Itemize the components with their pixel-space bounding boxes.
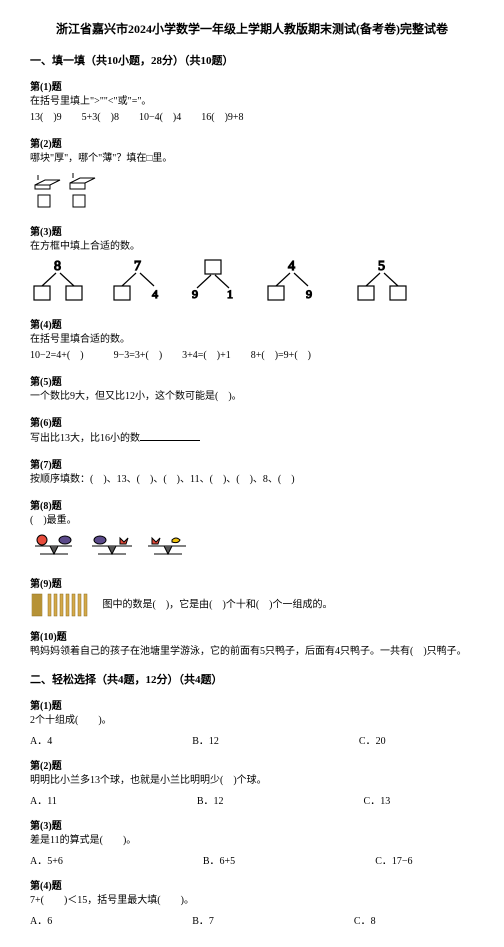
n2-text: 7 [134, 259, 141, 274]
n7-text: 4 [288, 259, 295, 274]
q1-label: 第(1)题 [30, 78, 474, 93]
s2q4-text: 7+( )＜15，括号里最大填( )。 [30, 894, 474, 908]
q10-text: 鸭妈妈领着自己的孩子在池塘里学游泳，它的前面有5只鸭子，后面有4只鸭子。一共有(… [30, 645, 474, 659]
s2q1-options: A．4 B．12 C．20 [30, 732, 474, 747]
q4-text1: 在括号里填合适的数。 [30, 333, 474, 347]
s2q1-label: 第(1)题 [30, 697, 474, 712]
s2q3-options: A．5+6 B．6+5 C．17−6 [30, 852, 474, 867]
q8-text: ( )最重。 [30, 514, 474, 528]
q8-diagram [30, 532, 474, 565]
n1-text: 8 [54, 259, 61, 274]
s2q1-b: B．12 [192, 732, 219, 747]
s2q3-b: B．6+5 [203, 852, 235, 867]
section-2-header: 二、轻松选择（共4题，12分）（共4题） [30, 671, 474, 687]
s2q3-a: A．5+6 [30, 852, 63, 867]
q7-label: 第(7)题 [30, 456, 474, 471]
n5-text: 1 [227, 287, 233, 301]
blank-line [140, 431, 200, 441]
q9-row: 图中的数是( )，它是由( )个十和( )个一组成的。 [30, 592, 474, 618]
q2-text: 哪块"厚"，哪个"薄"？填在□里。 [30, 152, 474, 166]
s2q2-text: 明明比小兰多13个球，也就是小兰比明明少( )个球。 [30, 774, 474, 788]
s2q4-c: C．8 [354, 912, 376, 927]
s2q3-c: C．17−6 [375, 852, 412, 867]
q2-diagram [30, 170, 474, 213]
q3-text: 在方框中填上合适的数。 [30, 240, 474, 254]
q5-text: 一个数比9大，但又比12小，这个数可能是( )。 [30, 390, 474, 404]
q1-expr: 13( )9 5+3( )8 10−4( )4 16( )9+8 [30, 111, 474, 125]
q7-text: 按顺序填数：( )、13、( )、( )、11、( )、( )、8、( ) [30, 473, 474, 487]
q4-label: 第(4)题 [30, 316, 474, 331]
n3-text: 4 [152, 287, 158, 301]
s2q4-label: 第(4)题 [30, 877, 474, 892]
n6-text: 9 [306, 287, 312, 301]
q10-label: 第(10)题 [30, 628, 474, 643]
q6-label: 第(6)题 [30, 414, 474, 429]
s2q1-text: 2个十组成( )。 [30, 714, 474, 728]
q3-label: 第(3)题 [30, 223, 474, 238]
balance-icon [30, 532, 190, 562]
q2-label: 第(2)题 [30, 135, 474, 150]
q9-text: 图中的数是( )，它是由( )个十和( )个一组成的。 [103, 599, 333, 610]
s2q2-label: 第(2)题 [30, 757, 474, 772]
q6-text: 写出比13大，比16小的数 [30, 431, 474, 446]
n4-text: 9 [192, 287, 198, 301]
s2q4-a: A．6 [30, 912, 52, 927]
q4-text2: 10−2=4+( ) 9−3=3+( ) 3+4=( )+1 8+( )=9+(… [30, 349, 474, 363]
q1-text1: 在括号里填上">""<"或"="。 [30, 95, 474, 109]
s2q2-b: B．12 [197, 792, 224, 807]
s2q4-options: A．6 B．7 C．8 [30, 912, 474, 927]
s2q3-label: 第(3)题 [30, 817, 474, 832]
s2q4-b: B．7 [192, 912, 214, 927]
s2q3-text: 差是11的算式是( )。 [30, 834, 474, 848]
q6-text-span: 写出比13大，比16小的数 [30, 433, 140, 444]
books-icon [30, 170, 110, 210]
sticks-icon [30, 592, 100, 618]
q5-label: 第(5)题 [30, 373, 474, 388]
section-1-header: 一、填一填（共10小题，28分）（共10题） [30, 52, 474, 68]
n8-text: 5 [378, 259, 385, 274]
number-bonds-icon: 8 7 4 9 1 4 9 5 [30, 258, 450, 303]
s2q2-options: A．11 B．12 C．13 [30, 792, 474, 807]
s2q1-a: A．4 [30, 732, 52, 747]
s2q2-c: C．13 [364, 792, 391, 807]
s2q2-a: A．11 [30, 792, 57, 807]
page-title: 浙江省嘉兴市2024小学数学一年级上学期人教版期末测试(备考卷)完整试卷 [30, 20, 474, 37]
q9-label: 第(9)题 [30, 575, 474, 590]
s2q1-c: C．20 [359, 732, 386, 747]
q8-label: 第(8)题 [30, 497, 474, 512]
q3-diagram: 8 7 4 9 1 4 9 5 [30, 258, 474, 306]
